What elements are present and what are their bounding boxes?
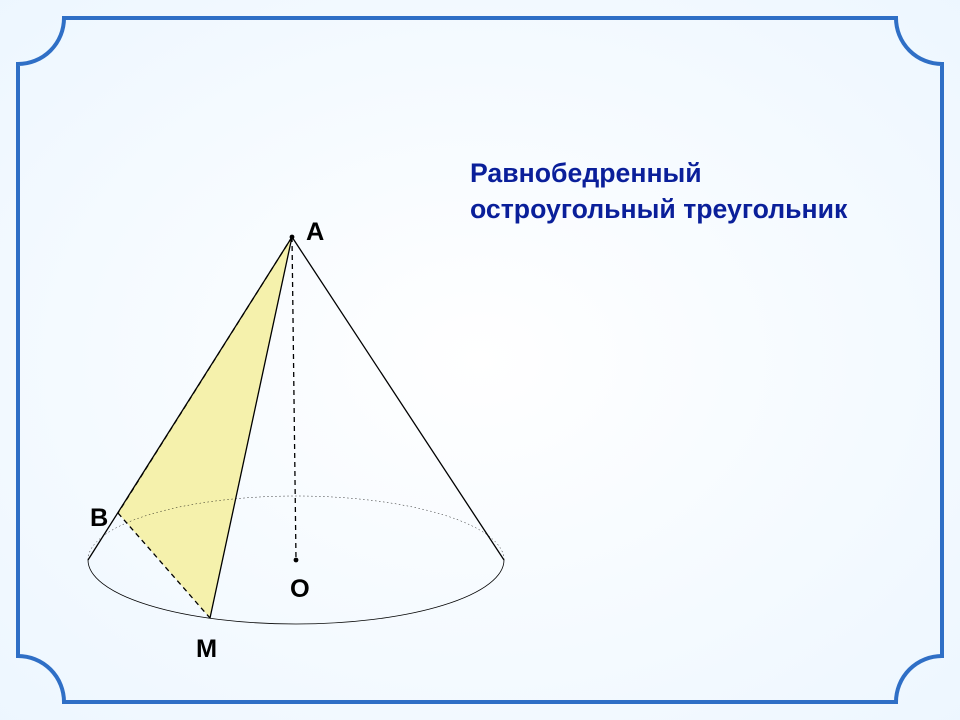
label-a: A: [306, 218, 324, 247]
slide-root: Равнобедренный остроугольный треугольник…: [0, 0, 960, 720]
point-o: [294, 558, 299, 563]
point-a: [290, 235, 295, 240]
label-b: B: [90, 504, 108, 533]
diagram-title: Равнобедренный остроугольный треугольник: [470, 155, 847, 227]
label-m: M: [196, 635, 217, 664]
background: [0, 0, 960, 720]
label-o: O: [290, 575, 310, 604]
diagram-svg: [0, 0, 960, 720]
